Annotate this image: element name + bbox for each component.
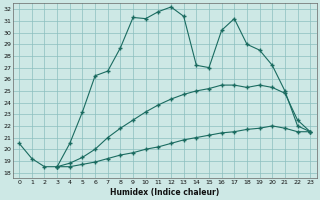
X-axis label: Humidex (Indice chaleur): Humidex (Indice chaleur) — [110, 188, 219, 197]
